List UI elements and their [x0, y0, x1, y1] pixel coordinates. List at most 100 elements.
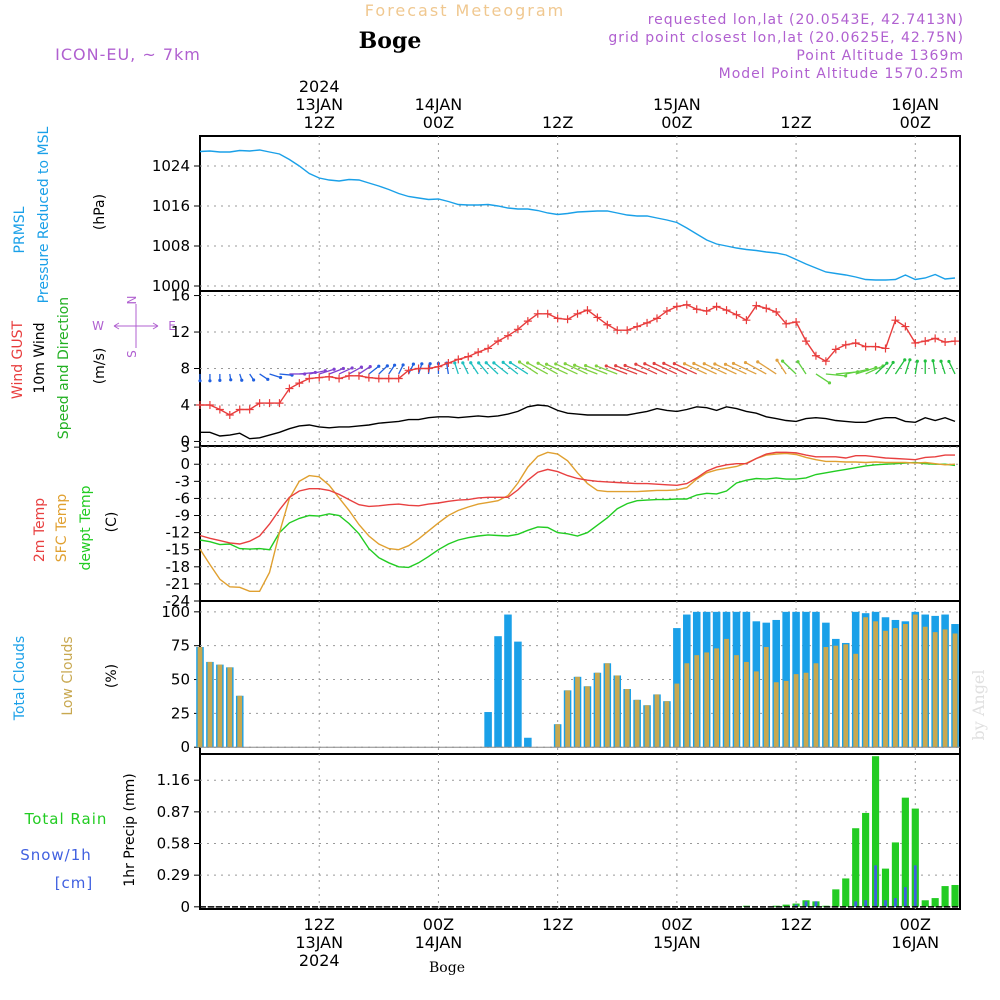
y-tick-label: 100	[161, 603, 190, 621]
total-cloud-bar	[494, 636, 502, 748]
compass-north: N	[125, 296, 139, 305]
wind-gust-marker	[941, 338, 950, 347]
rain-bar	[951, 884, 959, 907]
point-altitude: Point Altitude 1369m	[796, 48, 964, 64]
wind-direction-arrowhead	[385, 364, 389, 368]
low-cloud-bar	[853, 653, 859, 748]
wind-direction-arrowhead	[931, 359, 935, 363]
low-cloud-bar	[624, 689, 630, 748]
wind-gust-marker	[593, 313, 602, 322]
wind-gust-marker	[474, 348, 483, 357]
snow-bar	[894, 898, 897, 907]
wind-direction-arrow	[348, 366, 362, 375]
low-cloud-bar	[773, 682, 779, 748]
wind-direction-arrowhead	[903, 358, 907, 362]
low-cloud-bar	[634, 699, 640, 748]
rain-bar	[881, 868, 890, 907]
low-cloud-bar	[724, 638, 729, 748]
compass-rose	[113, 304, 159, 348]
wind-direction-arrowhead	[584, 364, 588, 368]
low-cloud-bar	[734, 655, 739, 748]
wind-direction-arrow	[782, 360, 797, 375]
wind-direction-arrow	[644, 363, 668, 375]
low-cloud-bar	[833, 645, 839, 748]
wind-speed-line	[200, 404, 956, 440]
bottom-time-label-hour: 00Z	[900, 915, 931, 934]
wind-direction-arrow	[940, 361, 946, 375]
wind-gust-marker	[494, 337, 503, 346]
low-cloud-bar	[873, 621, 878, 748]
snow-bar	[913, 865, 917, 907]
y-tick-label: -3	[175, 472, 190, 490]
wind-direction-arrowhead	[780, 359, 785, 363]
dewpoint-line	[199, 461, 956, 569]
rain-bar	[931, 898, 939, 907]
wind-direction-arrowhead	[731, 361, 736, 366]
wind-gust-marker	[345, 371, 354, 380]
wind-gust-marker	[951, 337, 960, 346]
snow-bar	[864, 900, 868, 907]
top-time-label-date: 16JAN	[891, 95, 939, 114]
wind-gust-marker	[811, 351, 820, 360]
snow-bar	[794, 904, 798, 907]
wind-gust-marker	[921, 337, 930, 346]
wind-direction-arrowhead	[401, 363, 405, 367]
y-tick-label: 0.29	[157, 866, 190, 884]
wind-direction-arrow	[757, 361, 777, 375]
wind-direction-arrowhead	[484, 361, 488, 365]
total-cloud-bar	[514, 641, 522, 748]
wind-direction-arrow	[904, 359, 911, 375]
wind-gust-marker	[633, 322, 642, 331]
wind-gust-marker	[672, 302, 681, 311]
wind-gust-marker	[682, 300, 691, 309]
low-cloud-bar	[694, 655, 700, 748]
ylabel-units: (hPa)	[92, 194, 108, 230]
wind-direction-arrow	[875, 362, 888, 375]
low-cloud-bar	[863, 617, 869, 748]
wind-direction-arrow	[319, 368, 335, 375]
wind-direction-arrowhead	[702, 362, 706, 366]
rain-bar	[921, 900, 929, 907]
y-tick-label: -9	[175, 507, 190, 525]
low-cloud-bar	[237, 695, 243, 748]
wind-direction-arrowhead	[594, 364, 598, 368]
low-cloud-bar	[744, 661, 749, 748]
top-time-label-hour: 00Z	[423, 113, 454, 132]
wind-direction-arrowhead	[492, 361, 496, 365]
wind-direction-arrow	[574, 364, 598, 375]
bottom-time-label-hour: 00Z	[661, 915, 692, 934]
wind-direction-arrow	[825, 373, 846, 377]
model-label: ICON-EU, ~ 7km	[55, 45, 201, 64]
wind-direction-arrowhead	[526, 361, 530, 365]
wind-direction-arrowhead	[428, 362, 432, 366]
wind-direction-arrow	[855, 366, 877, 375]
wind-direction-arrow	[519, 361, 539, 375]
wind-direction-arrowhead	[844, 374, 848, 378]
wind-gust-marker	[295, 379, 304, 388]
snow-bar	[884, 900, 887, 907]
low-cloud-bar	[823, 647, 829, 748]
wind-gust-marker	[225, 411, 234, 419]
wind-direction-arrowhead	[634, 362, 638, 366]
wind-direction-arrow	[388, 364, 396, 375]
wind-direction-arrow	[845, 369, 868, 375]
wind-direction-arrowhead	[392, 363, 397, 367]
wind-direction-arrowhead	[508, 360, 513, 365]
wind-direction-arrow	[502, 361, 519, 375]
y-tick-label: -21	[166, 575, 191, 593]
wind-gust-marker	[265, 399, 274, 408]
low-cloud-bar	[684, 663, 690, 748]
wind-gust-marker	[931, 334, 940, 343]
y-tick-label: 0	[180, 455, 190, 473]
wind-gust-marker	[444, 359, 453, 368]
low-cloud-bar	[555, 724, 561, 748]
ylabel-total-rain: Total Rain	[24, 810, 108, 828]
low-cloud-bar	[714, 648, 719, 748]
wind-gust-line	[200, 303, 956, 416]
wind-direction-arrowhead	[554, 362, 558, 366]
rain-bar	[832, 889, 840, 907]
wind-gust-marker	[563, 315, 572, 324]
low-cloud-bar	[595, 672, 600, 748]
top-time-label-hour: 12Z	[304, 113, 335, 132]
wind-direction-arrow	[714, 363, 737, 375]
